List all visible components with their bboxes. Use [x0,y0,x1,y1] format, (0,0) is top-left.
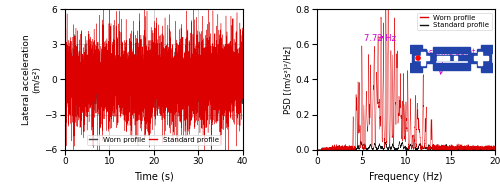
Worn profile [138,68,144,71]
Standard profile [234,92,240,94]
Text: 7.72 Hz: 7.72 Hz [364,34,396,43]
Worn profile [492,148,498,150]
Y-axis label: Lateral acceleration
(m/s²): Lateral acceleration (m/s²) [22,34,42,125]
Standard profile [62,99,68,101]
Worn profile [444,147,450,149]
Worn profile [136,79,142,81]
Standard profile [398,143,404,146]
Worn profile [390,142,396,144]
Standard profile [411,134,417,136]
Worn profile [478,147,484,150]
Standard profile [240,30,246,32]
Line: Worn profile: Worn profile [65,34,242,117]
Text: Measuring point: Measuring point [414,48,476,74]
Worn profile [383,8,389,10]
Worn profile [74,116,80,119]
Worn profile [389,133,395,135]
Standard profile [136,101,142,103]
X-axis label: Time (s): Time (s) [134,172,173,182]
Standard profile [389,145,395,148]
Standard profile [486,148,492,151]
Standard profile [146,80,152,82]
Line: Standard profile: Standard profile [65,0,242,166]
Standard profile [478,148,484,150]
Worn profile [191,92,197,94]
Standard profile [492,148,498,150]
Worn profile [314,148,320,151]
Standard profile [390,145,396,147]
Y-axis label: PSD [(m/s²)²/Hz]: PSD [(m/s²)²/Hz] [284,45,292,114]
Standard profile [138,58,144,61]
Standard profile [191,106,197,108]
Legend: Worn profile, Standard profile: Worn profile, Standard profile [418,13,492,30]
Standard profile [222,165,228,167]
Worn profile [234,96,240,99]
Standard profile [226,99,232,101]
Standard profile [314,148,320,151]
Standard profile [444,144,450,146]
Legend: Worn profile, Standard profile: Worn profile, Standard profile [87,135,220,145]
Worn profile [486,147,492,149]
Worn profile [240,74,246,76]
Worn profile [62,73,68,75]
X-axis label: Frequency (Hz): Frequency (Hz) [370,172,443,182]
Worn profile [399,138,405,140]
Line: Worn profile: Worn profile [318,9,495,150]
Worn profile [146,82,152,85]
Worn profile [226,79,232,82]
Worn profile [190,33,196,35]
Line: Standard profile: Standard profile [318,135,495,150]
